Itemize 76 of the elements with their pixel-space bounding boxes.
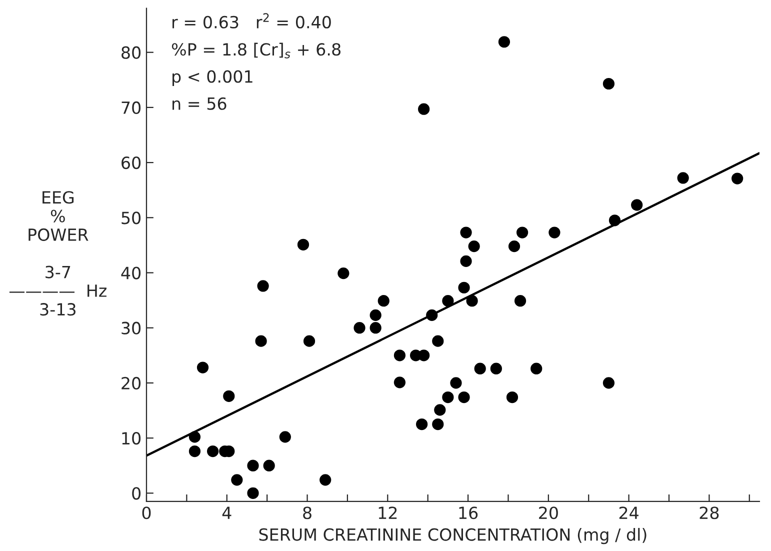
point xyxy=(370,309,382,321)
x-tick-label: 12 xyxy=(378,506,397,519)
point xyxy=(188,431,201,443)
point xyxy=(394,350,406,362)
point xyxy=(297,238,310,250)
point xyxy=(223,390,235,402)
y-tick-label: 0 xyxy=(132,487,141,500)
point xyxy=(466,295,478,307)
point xyxy=(416,418,428,430)
point xyxy=(279,431,291,443)
point xyxy=(188,445,201,458)
point xyxy=(490,362,502,374)
y-tick-label: 70 xyxy=(122,101,141,114)
point xyxy=(432,335,444,347)
point xyxy=(263,460,275,472)
annotation: n = 56 xyxy=(172,97,226,110)
x-tick-label: 28 xyxy=(700,506,719,520)
point xyxy=(514,295,526,307)
y-tick-label: 30 xyxy=(122,322,141,334)
y-tick-label: 80 xyxy=(122,46,141,59)
point xyxy=(602,377,615,389)
x-tick-label: 24 xyxy=(619,506,638,519)
y-tick-label: 50 xyxy=(122,212,141,224)
point xyxy=(418,350,430,362)
x-axis-title: SERUM CREATININE CONCENTRATION (mg / dl) xyxy=(259,528,646,544)
annotation: p < 0.001 xyxy=(172,70,252,86)
point xyxy=(257,280,269,292)
point xyxy=(338,267,350,280)
x-tick-label: 16 xyxy=(459,506,478,520)
point xyxy=(732,172,744,184)
point xyxy=(460,255,472,267)
point xyxy=(354,322,366,334)
point xyxy=(548,226,560,238)
point xyxy=(231,474,243,486)
point xyxy=(418,103,430,115)
x-tick-label: 20 xyxy=(539,506,558,520)
point xyxy=(370,322,382,334)
point xyxy=(207,445,219,458)
point xyxy=(460,226,472,238)
point xyxy=(247,487,259,499)
point xyxy=(426,309,438,321)
point xyxy=(474,362,486,374)
point xyxy=(255,335,267,347)
point xyxy=(303,335,316,347)
point xyxy=(394,376,406,388)
point xyxy=(468,240,480,252)
x-tick-label: 0 xyxy=(142,506,151,520)
point xyxy=(247,460,259,472)
point xyxy=(378,295,390,307)
point xyxy=(508,240,520,252)
point xyxy=(458,282,470,294)
y-tick-label: 10 xyxy=(122,432,141,445)
point xyxy=(450,377,462,389)
point xyxy=(506,391,518,404)
y-tick-label: 60 xyxy=(122,156,141,170)
text: EEG % POWER 3-7 ———— Hz 3-13 xyxy=(9,191,106,316)
point xyxy=(442,391,454,404)
point xyxy=(631,199,643,211)
point xyxy=(432,418,444,430)
point xyxy=(458,391,470,404)
point xyxy=(677,172,689,184)
x-tick-label: 8 xyxy=(303,506,312,520)
y-tick-label: 40 xyxy=(121,266,141,280)
point xyxy=(530,362,542,374)
point xyxy=(434,404,446,416)
y-tick-label: 20 xyxy=(122,376,141,390)
x-tick-label: 4 xyxy=(222,506,232,519)
point xyxy=(442,295,454,307)
annotation: r = 0.63 r$^{2}$ = 0.40 xyxy=(172,13,331,28)
point xyxy=(602,78,615,90)
point xyxy=(608,214,621,226)
point xyxy=(320,474,332,486)
annotation: %P = 1.8 [Cr]$_{s}$ + 6.8 xyxy=(172,42,340,58)
point xyxy=(516,226,528,238)
point xyxy=(498,36,510,48)
point xyxy=(196,362,209,374)
